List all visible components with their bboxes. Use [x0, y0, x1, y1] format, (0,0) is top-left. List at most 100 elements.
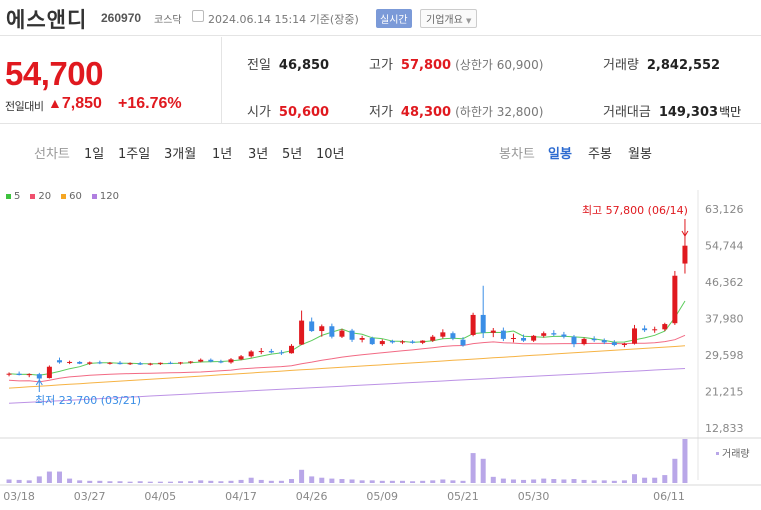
candle-body [6, 373, 12, 375]
volume-bar [77, 480, 83, 483]
tab-candle-chart[interactable]: 봉차트 [499, 147, 535, 162]
volume-bar [652, 477, 658, 483]
candle-body [97, 362, 103, 364]
candle-body [56, 360, 62, 363]
volume-bar [541, 478, 547, 483]
volume-bar [289, 479, 295, 483]
tab-line-chart[interactable]: 선차트 [34, 147, 70, 162]
legend-item: 5 [6, 191, 20, 202]
candle-body [218, 361, 224, 363]
candle-body [389, 341, 395, 343]
candle-body [379, 341, 385, 345]
candle-body [430, 336, 436, 341]
volume-bar [248, 477, 254, 483]
company-info-dropdown[interactable]: 기업개요 ▼ [420, 9, 478, 28]
volume-bar [238, 479, 244, 483]
realtime-badge[interactable]: 실시간 [376, 9, 412, 28]
stat-low: 저가 48,300 (하한가 32,800) [369, 101, 543, 120]
candle-body [470, 314, 476, 335]
candle-body [87, 362, 93, 364]
candle-body [581, 338, 587, 345]
candle-body [157, 362, 163, 364]
volume-bar [662, 475, 668, 483]
volume-bar [430, 480, 436, 483]
x-tick-label: 04/17 [225, 490, 257, 503]
legend-item: 120 [91, 191, 119, 202]
candle-body [107, 362, 113, 364]
candle-body [228, 359, 234, 363]
volume-bar [632, 474, 638, 483]
candle-body [510, 338, 516, 340]
candle-body [551, 333, 557, 335]
volume-bar [167, 481, 173, 483]
x-tick-label: 04/26 [296, 490, 328, 503]
volume-bar [46, 471, 52, 483]
x-tick-label: 05/30 [518, 490, 550, 503]
legend-label: 5 [14, 191, 21, 202]
tab-5y[interactable]: 5년 [282, 147, 303, 162]
market-label: 코스닥 [154, 15, 182, 26]
candle-body [117, 362, 123, 365]
candle-body [127, 363, 133, 365]
volume-bar [591, 480, 597, 483]
timestamp: 2024.06.14 15:14 기준(장중) [208, 13, 359, 26]
high-annotation: 최고 57,800 (06/14) [582, 204, 688, 217]
x-tick-label: 03/27 [74, 490, 106, 503]
x-tick-label: 04/05 [144, 490, 176, 503]
stat-value: 48,300 [400, 105, 452, 120]
candle-body [480, 314, 486, 333]
candle-body [611, 342, 617, 345]
low-annotation: 최저 23,700 (03/21) [35, 394, 141, 407]
volume-bar [349, 479, 355, 483]
volume-bar [500, 478, 506, 483]
stat-value: 57,800 [400, 58, 452, 73]
volume-bar [440, 479, 446, 483]
legend-label: 20 [38, 191, 52, 202]
candle-body [238, 356, 244, 360]
price-change: ▲7,850 [48, 95, 102, 113]
candle-body [147, 363, 153, 365]
candle-body [672, 275, 678, 324]
candle-body [258, 351, 264, 353]
volume-bar [369, 480, 375, 483]
volume-bar [87, 480, 93, 483]
candle-body [490, 330, 496, 333]
volume-bar [97, 480, 103, 483]
upper-limit: (상한가 60,900) [455, 58, 544, 72]
tab-daily[interactable]: 일봉 [548, 147, 572, 162]
tab-monthly[interactable]: 월봉 [628, 147, 652, 162]
stat-label: 시가 [247, 105, 271, 120]
stat-label: 거래량 [603, 58, 639, 73]
y-tick-label: 54,744 [705, 239, 744, 252]
tab-10y[interactable]: 10년 [316, 147, 345, 162]
volume-bar [117, 481, 123, 483]
candle-body [500, 330, 506, 339]
y-tick-label: 29,598 [705, 349, 744, 362]
tab-1d[interactable]: 1일 [84, 147, 105, 162]
volume-legend-swatch [716, 452, 719, 455]
price-stats: 전일 46,850 시가 50,600 고가 57,800 (상한가 60,900) 저… [223, 37, 761, 123]
candle-chart[interactable]: 63,126 54,744 46,362 37,980 29,598 21,215 12,8… [0, 180, 761, 510]
chevron-down-icon: ▼ [466, 17, 472, 25]
candle-body [410, 341, 416, 343]
legend-swatch [6, 194, 11, 199]
volume-bar [510, 479, 516, 483]
tab-3y[interactable]: 3년 [248, 147, 269, 162]
candle-body [137, 363, 143, 365]
candle-body [460, 339, 466, 346]
candle-body [359, 338, 365, 340]
company-info-label: 기업개요 [426, 15, 463, 26]
up-triangle-icon: ▲ [48, 95, 62, 111]
volume-bar [561, 479, 567, 483]
stock-code: 260970 [101, 11, 142, 25]
stat-amount: 거래대금 149,303백만 [603, 101, 741, 120]
candle-body [369, 338, 375, 345]
volume-bar [228, 480, 234, 483]
tab-1w[interactable]: 1주일 [118, 147, 151, 162]
volume-bar [309, 476, 315, 483]
tab-3m[interactable]: 3개월 [164, 147, 197, 162]
volume-label: 거래량 [722, 448, 750, 460]
tab-1y[interactable]: 1년 [212, 147, 233, 162]
volume-bar [359, 480, 365, 483]
tab-weekly[interactable]: 주봉 [588, 147, 612, 162]
